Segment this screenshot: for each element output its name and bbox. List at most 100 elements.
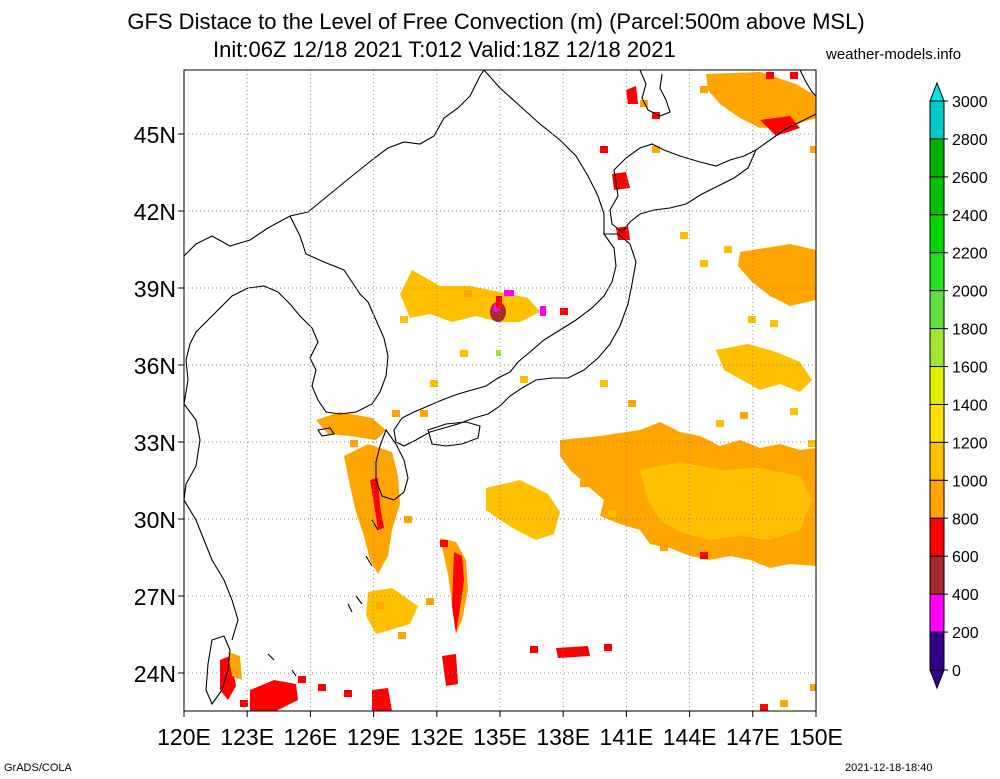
coast-kurils xyxy=(755,113,816,151)
field-cell xyxy=(600,146,608,153)
field-cell xyxy=(760,704,768,711)
field-amami xyxy=(366,588,418,634)
coast-shikoku xyxy=(427,421,481,447)
colorbar-label: 400 xyxy=(952,587,979,604)
lat-tick-label: 30N xyxy=(134,507,176,533)
field-cell xyxy=(604,644,612,651)
field-cell xyxy=(530,646,538,653)
coastlines xyxy=(184,70,816,706)
colorbar-label: 800 xyxy=(952,511,979,528)
field-kuril-east xyxy=(738,244,816,306)
field-cell xyxy=(790,72,798,79)
colorbar-segment xyxy=(929,593,945,633)
field-cell xyxy=(362,448,370,455)
coast-korea xyxy=(185,215,389,415)
coast-honshu xyxy=(393,233,637,447)
colorbar-segment xyxy=(929,138,945,178)
lon-tick-label: 129E xyxy=(347,724,401,750)
colorbar-label: 1200 xyxy=(952,435,988,452)
lfc-field xyxy=(220,72,816,711)
field-south-red-4 xyxy=(556,646,590,658)
field-cell xyxy=(520,376,528,383)
coast-kyushu xyxy=(375,428,409,501)
lon-tick-label: 141E xyxy=(600,724,654,750)
field-kuril-mid xyxy=(716,344,812,392)
lon-tick-label: 126E xyxy=(284,724,338,750)
field-cell xyxy=(790,408,798,415)
coast-jeju xyxy=(317,427,335,437)
colorbar-segment xyxy=(929,214,945,254)
field-cell xyxy=(810,684,816,691)
field-cell xyxy=(808,440,816,447)
field-cell xyxy=(420,410,428,417)
coast-taiwan xyxy=(205,635,231,706)
field-red-spot xyxy=(496,296,502,308)
lon-tick-label: 132E xyxy=(410,724,464,750)
map-gridlines xyxy=(184,70,816,711)
field-south-red-1 xyxy=(250,680,298,711)
lon-tick-label: 135E xyxy=(473,724,527,750)
field-cell xyxy=(724,246,732,253)
chart-subtitle: Init:06Z 12/18 2021 T:012 Valid:18Z 12/1… xyxy=(213,37,676,62)
colorbar-segment xyxy=(929,100,945,140)
field-cell xyxy=(740,456,748,463)
field-magenta-spot-3 xyxy=(504,290,514,296)
field-cell xyxy=(608,510,616,517)
lat-tick-label: 39N xyxy=(134,276,176,302)
field-sakhalin-red xyxy=(626,86,638,104)
lat-tick-label: 27N xyxy=(134,584,176,610)
field-cell xyxy=(680,232,688,239)
lon-tick-label: 150E xyxy=(789,724,843,750)
field-south-red-3 xyxy=(442,654,458,686)
field-cell xyxy=(580,480,588,487)
colorbar-label: 1400 xyxy=(952,397,988,414)
lon-tick-label: 144E xyxy=(663,724,717,750)
colorbar-segment xyxy=(929,441,945,481)
field-cell xyxy=(560,308,568,315)
field-cell xyxy=(392,410,400,417)
colorbar-segment xyxy=(929,403,945,443)
field-south-red-2 xyxy=(372,688,392,711)
field-cell xyxy=(652,112,660,119)
field-taiwan-orange xyxy=(228,652,242,680)
lon-tick-label: 123E xyxy=(220,724,274,750)
lat-tick-label: 36N xyxy=(134,353,176,379)
colorbar-segment xyxy=(929,366,945,405)
colorbar-label: 200 xyxy=(952,625,979,642)
colorbar-segment xyxy=(929,631,945,671)
field-cell xyxy=(598,438,606,445)
field-cell xyxy=(780,700,788,707)
colorbar-label: 2200 xyxy=(952,246,988,263)
field-cell xyxy=(766,72,774,79)
latitude-axis: 45N 42N 39N 36N 33N 30N 27N 24N xyxy=(134,122,184,687)
coast-hokkaido xyxy=(609,143,758,233)
colorbar-label: 2400 xyxy=(952,208,988,225)
field-pacific-mid xyxy=(486,480,560,540)
field-cell xyxy=(376,602,384,609)
field-pacific-east-core xyxy=(640,462,812,540)
colorbar-label: 3000 xyxy=(952,94,988,111)
colorbar: 3000280026002400220020001800160014001200… xyxy=(929,81,988,690)
field-scatter-cells xyxy=(240,72,816,711)
field-bonin-red xyxy=(452,552,464,634)
field-cell xyxy=(398,632,406,639)
colorbar-segment xyxy=(929,517,945,557)
colorbar-label: 2800 xyxy=(952,132,988,149)
field-cell xyxy=(810,146,816,153)
footer-timestamp: 2021-12-18-18:40 xyxy=(845,762,933,774)
chart-title: GFS Distace to the Level of Free Convect… xyxy=(127,9,865,34)
field-cell xyxy=(350,440,358,447)
field-magenta-spot-2 xyxy=(540,306,546,316)
field-cell xyxy=(344,690,352,697)
colorbar-segment xyxy=(929,328,945,368)
colorbar-segment xyxy=(929,479,945,519)
field-cell xyxy=(426,598,434,605)
coast-sakhalin xyxy=(639,70,671,117)
field-cell xyxy=(464,290,472,297)
colorbar-label: 600 xyxy=(952,549,979,566)
field-cell xyxy=(652,146,660,153)
field-cell xyxy=(318,684,326,691)
coast-china-east xyxy=(184,359,239,641)
colorbar-label: 2000 xyxy=(952,284,988,301)
